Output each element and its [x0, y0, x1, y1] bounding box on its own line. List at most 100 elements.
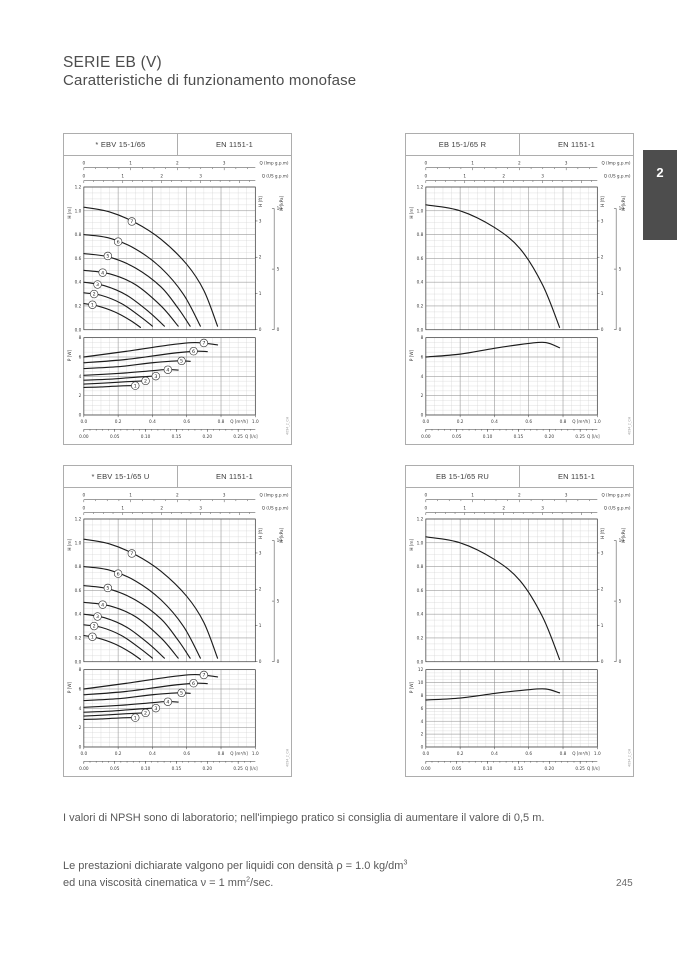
svg-text:0.20: 0.20: [203, 766, 213, 772]
svg-text:1: 1: [463, 506, 466, 512]
svg-text:1.2: 1.2: [417, 517, 424, 523]
svg-text:4: 4: [166, 367, 169, 373]
svg-text:2: 2: [176, 493, 179, 499]
svg-text:P [W]: P [W]: [409, 350, 414, 362]
page-title: SERIE EB (V): [63, 54, 162, 71]
svg-text:10: 10: [418, 680, 424, 686]
svg-text:0.4: 0.4: [75, 612, 82, 618]
svg-text:3: 3: [565, 161, 568, 167]
svg-text:0.0: 0.0: [75, 659, 82, 665]
svg-text:4: 4: [421, 719, 424, 725]
svg-text:4: 4: [166, 699, 169, 705]
page-subtitle: Caratteristiche di funzionamento monofas…: [63, 72, 357, 89]
svg-text:2: 2: [502, 174, 505, 180]
svg-text:3: 3: [259, 218, 262, 224]
svg-text:4094_2_CH: 4094_2_CH: [286, 416, 290, 434]
svg-text:2: 2: [79, 725, 82, 731]
svg-text:1: 1: [129, 493, 132, 499]
svg-text:H [kPa]: H [kPa]: [279, 527, 284, 542]
svg-text:0: 0: [277, 327, 280, 333]
svg-text:0.4: 0.4: [149, 419, 156, 425]
svg-text:Q [m³/h]: Q [m³/h]: [572, 419, 590, 424]
svg-text:Q (US g.p.m): Q (US g.p.m): [604, 506, 631, 511]
svg-text:0.25: 0.25: [575, 766, 585, 772]
svg-text:8: 8: [79, 667, 82, 673]
svg-text:2: 2: [601, 255, 604, 261]
svg-text:2: 2: [160, 506, 163, 512]
svg-text:7: 7: [202, 673, 205, 679]
svg-text:4: 4: [79, 374, 82, 380]
svg-text:1: 1: [471, 493, 474, 499]
svg-text:2: 2: [259, 255, 262, 261]
svg-text:0.00: 0.00: [79, 766, 89, 772]
svg-text:0.2: 0.2: [417, 304, 424, 310]
svg-text:Q (Imp g.p.m): Q (Imp g.p.m): [601, 493, 630, 498]
svg-text:3: 3: [199, 506, 202, 512]
svg-text:0.6: 0.6: [417, 256, 424, 262]
svg-text:3: 3: [541, 174, 544, 180]
svg-text:0.8: 0.8: [560, 419, 567, 425]
svg-text:2: 2: [160, 174, 163, 180]
svg-text:0.8: 0.8: [75, 564, 82, 570]
svg-text:Q (US g.p.m): Q (US g.p.m): [604, 174, 631, 179]
panel-standard-label: EN 1151-1: [519, 134, 633, 155]
svg-text:Q [l/s]: Q [l/s]: [587, 766, 600, 771]
panel-model-label: * EBV 15-1/65: [95, 140, 146, 149]
svg-text:0.2: 0.2: [457, 419, 464, 425]
svg-text:2: 2: [176, 161, 179, 167]
svg-text:0.6: 0.6: [75, 588, 82, 594]
svg-text:H [kPa]: H [kPa]: [621, 527, 626, 542]
svg-text:7: 7: [130, 551, 133, 557]
svg-text:Q (Imp g.p.m): Q (Imp g.p.m): [259, 493, 288, 498]
density-note-text: Le prestazioni dichiarate valgono per li…: [63, 860, 404, 872]
svg-text:H [m]: H [m]: [67, 539, 72, 551]
svg-text:3: 3: [601, 218, 604, 224]
svg-text:0: 0: [619, 659, 622, 665]
svg-text:0: 0: [424, 506, 427, 512]
svg-text:Q [l/s]: Q [l/s]: [245, 766, 258, 771]
svg-text:0: 0: [82, 506, 85, 512]
page-number: 245: [616, 878, 633, 889]
svg-text:0: 0: [82, 493, 85, 499]
svg-text:H [ft]: H [ft]: [600, 528, 605, 539]
svg-text:0: 0: [79, 413, 82, 419]
svg-text:Q [m³/h]: Q [m³/h]: [572, 751, 590, 756]
svg-text:12: 12: [418, 667, 424, 673]
svg-text:5: 5: [277, 267, 280, 273]
svg-text:0.8: 0.8: [75, 232, 82, 238]
chart-panel-eb-15-1-65-r: EB 15-1/65 R EN 1151-1 0.0 0.2 0.4 0.6 0.8 1.…: [405, 133, 634, 445]
svg-text:0.0: 0.0: [417, 659, 424, 665]
svg-text:0.05: 0.05: [452, 434, 462, 440]
svg-text:0.0: 0.0: [417, 327, 424, 333]
svg-text:5: 5: [106, 586, 109, 592]
svg-text:1: 1: [91, 302, 94, 308]
svg-text:0.00: 0.00: [421, 434, 431, 440]
svg-text:0.4: 0.4: [417, 612, 424, 618]
svg-text:0: 0: [424, 174, 427, 180]
svg-text:3: 3: [565, 493, 568, 499]
svg-text:2: 2: [601, 587, 604, 593]
svg-text:4: 4: [101, 270, 104, 276]
svg-text:0.0: 0.0: [75, 327, 82, 333]
svg-text:10: 10: [619, 206, 625, 212]
svg-text:0.0: 0.0: [422, 419, 429, 425]
panel-standard-label: EN 1151-1: [177, 466, 291, 487]
svg-text:6: 6: [79, 355, 82, 361]
panel-model-label: * EBV 15-1/65 U: [91, 472, 150, 481]
svg-text:0.4: 0.4: [149, 751, 156, 757]
svg-text:0.05: 0.05: [110, 766, 120, 772]
svg-text:0: 0: [601, 659, 604, 665]
svg-text:3: 3: [223, 493, 226, 499]
svg-text:0.4: 0.4: [75, 280, 82, 286]
svg-text:8: 8: [421, 335, 424, 341]
svg-text:2: 2: [518, 493, 521, 499]
svg-text:2: 2: [259, 587, 262, 593]
svg-text:5: 5: [106, 254, 109, 260]
svg-text:4: 4: [79, 706, 82, 712]
svg-text:H [m]: H [m]: [67, 207, 72, 219]
svg-text:5: 5: [277, 599, 280, 605]
svg-text:0.6: 0.6: [75, 256, 82, 262]
svg-text:2: 2: [421, 732, 424, 738]
